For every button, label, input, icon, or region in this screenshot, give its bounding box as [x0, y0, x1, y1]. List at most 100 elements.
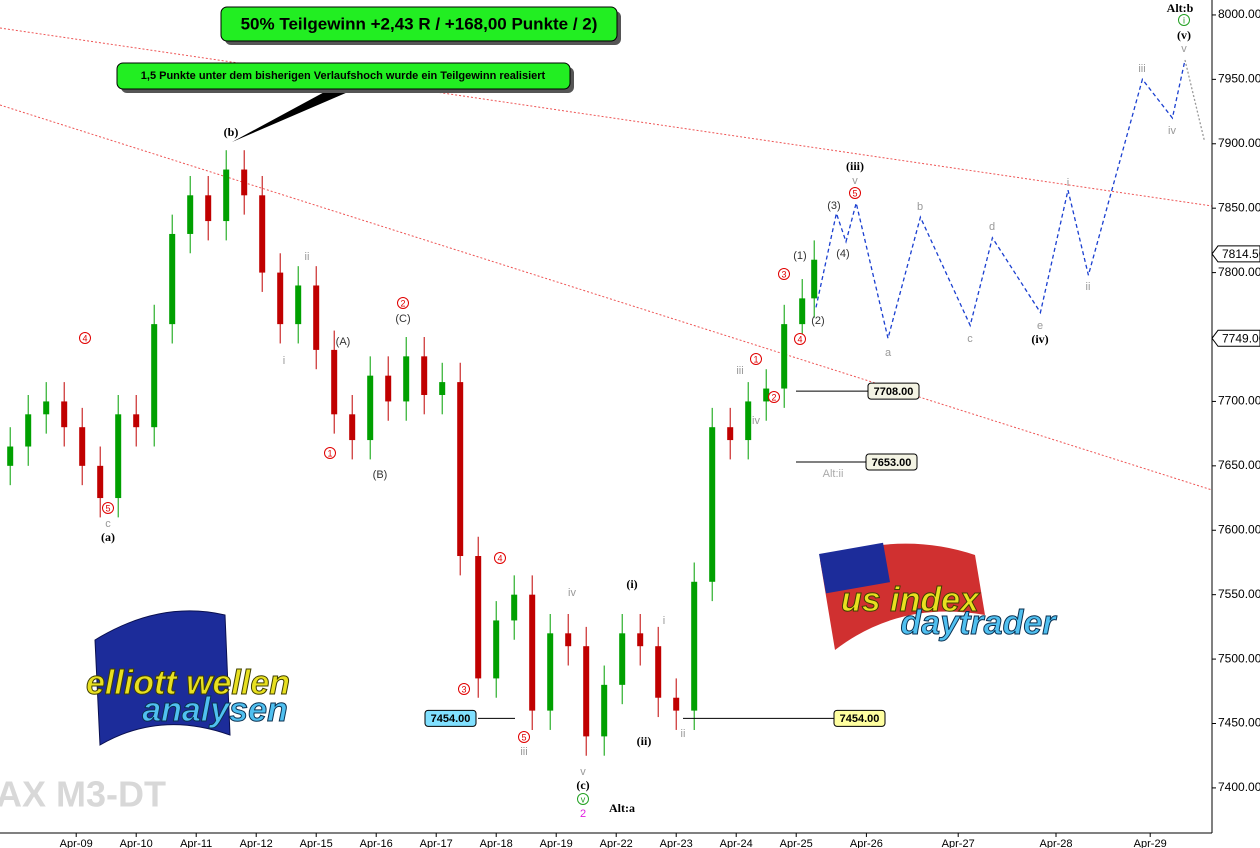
x-tick-label: Apr-12 — [240, 838, 273, 848]
wave-label: 5 — [105, 503, 110, 513]
wave-label: Alt:b — [1167, 1, 1194, 15]
candle-body — [349, 414, 356, 441]
title-box — [220, 6, 618, 42]
wave-label: 1 — [753, 354, 758, 364]
candle-body — [43, 401, 50, 415]
wave-label: 2 — [771, 392, 776, 402]
logo-right: us index daytrader — [819, 542, 1058, 650]
logo-text: elliott wellen — [86, 664, 290, 702]
wave-label: (b) — [224, 125, 239, 139]
logo-text: daytrader — [901, 604, 1058, 642]
y-tick-label: 7500.00 — [1218, 651, 1260, 665]
candle-body — [241, 169, 248, 196]
candle-body — [439, 382, 446, 395]
x-tick-label: Apr-15 — [300, 838, 333, 848]
candle-body — [691, 581, 698, 711]
x-tick-label: Apr-22 — [600, 838, 633, 848]
wave-label: 5 — [521, 732, 526, 742]
candle-body — [133, 414, 140, 428]
wave-label: 4 — [82, 333, 87, 343]
wave-label: iii — [1138, 63, 1145, 75]
wave-circle — [102, 502, 114, 514]
wave-label: d — [989, 221, 995, 233]
candle-body — [493, 620, 500, 679]
candle-body — [187, 195, 194, 234]
logo-text: us index — [841, 581, 981, 619]
y-tick-label: 7650.00 — [1218, 458, 1260, 472]
candle-body — [475, 556, 482, 679]
level-box — [833, 709, 886, 727]
chart-title: 50% Teilgewinn +2,43 R / +168,00 Punkte … — [241, 14, 598, 33]
wave-circle — [778, 268, 790, 280]
candle-body — [403, 356, 410, 402]
candle-body — [655, 646, 662, 698]
candle-body — [277, 272, 284, 325]
candle-body — [547, 633, 554, 711]
candle-body — [727, 427, 734, 441]
price-mark — [1211, 245, 1260, 263]
wave-label: (2) — [811, 315, 824, 327]
y-tick-label: 7550.00 — [1218, 587, 1260, 601]
callout-text: 1,5 Punkte unter dem bisherigen Verlaufs… — [141, 70, 546, 82]
candle-body — [457, 382, 464, 557]
candle-body — [811, 259, 818, 299]
candle-body — [367, 375, 374, 441]
x-tick-label: Apr-19 — [540, 838, 573, 848]
wave-label: iv — [568, 587, 576, 599]
candle-body — [331, 349, 338, 415]
level-box — [424, 709, 477, 727]
wave-label: ii — [1086, 281, 1091, 293]
level-label: 7454.00 — [431, 713, 471, 725]
wave-circle — [794, 333, 806, 345]
candle-body — [7, 446, 14, 466]
wave-label: (iii) — [846, 159, 864, 173]
wave-label: 5 — [852, 188, 857, 198]
x-tick-label: Apr-18 — [480, 838, 513, 848]
wave-circle — [397, 297, 409, 309]
wave-label: v — [580, 766, 586, 778]
y-tick-label: 7400.00 — [1218, 780, 1260, 794]
wave-label: iii — [736, 365, 743, 377]
candle-body — [745, 401, 752, 441]
callout-box — [116, 62, 571, 90]
level-box — [867, 382, 920, 400]
wave-label: iv — [1168, 125, 1176, 137]
wave-circle — [849, 187, 861, 199]
wave-label: 3 — [461, 684, 466, 694]
wave-label: ii — [305, 251, 310, 263]
wave-label: (v) — [1177, 28, 1191, 42]
candle-body — [781, 324, 788, 389]
wave-label: (a) — [101, 530, 115, 544]
y-tick-label: 7900.00 — [1218, 136, 1260, 150]
price-mark — [1211, 329, 1260, 347]
wave-label: i — [283, 355, 285, 367]
level-label: 7653.00 — [872, 457, 912, 469]
wave-label: Alt:a — [609, 801, 635, 815]
level-label: 7454.00 — [840, 713, 880, 725]
candle-body — [151, 324, 158, 428]
y-tick-label: 7700.00 — [1218, 394, 1260, 408]
wave-label: (B) — [373, 469, 388, 481]
wave-label: (4) — [836, 248, 849, 260]
wave-label: (A) — [336, 336, 351, 348]
wave-label: (iv) — [1031, 332, 1048, 346]
wave-label: c — [967, 333, 973, 345]
logo-flag — [94, 610, 231, 746]
x-tick-label: Apr-25 — [780, 838, 813, 848]
wave-label: i — [1183, 15, 1185, 25]
y-tick-label: 7950.00 — [1218, 72, 1260, 86]
candle-body — [619, 633, 626, 685]
y-tick-label: 7800.00 — [1218, 265, 1260, 279]
candle-body — [385, 375, 392, 402]
x-tick-label: Apr-17 — [420, 838, 453, 848]
candle-body — [529, 594, 536, 711]
watermark: AX M3-DT — [0, 774, 166, 815]
candle-body — [25, 414, 32, 447]
candle-body — [61, 401, 68, 428]
wave-circle — [577, 793, 589, 805]
projection-line — [1184, 59, 1205, 141]
wave-label: v — [1181, 43, 1187, 55]
callout-pointer — [232, 89, 355, 142]
wave-circle — [494, 552, 506, 564]
wave-circle — [768, 391, 780, 403]
